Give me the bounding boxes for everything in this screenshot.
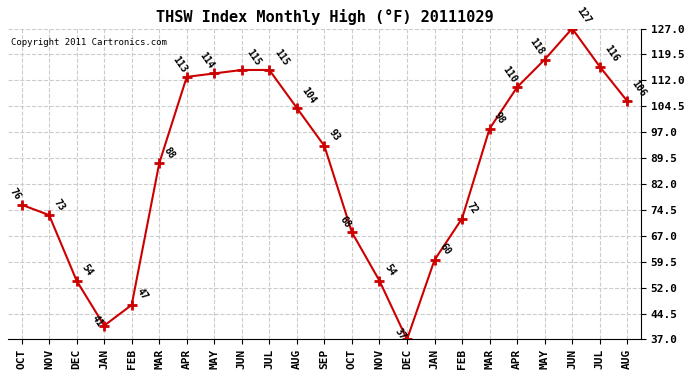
Title: THSW Index Monthly High (°F) 20111029: THSW Index Monthly High (°F) 20111029 [155,9,493,24]
Text: 76: 76 [8,187,23,202]
Text: 110: 110 [500,64,519,84]
Text: 104: 104 [299,85,318,105]
Text: 73: 73 [52,197,67,212]
Text: 114: 114 [197,51,216,70]
Text: 118: 118 [528,37,546,57]
Text: 93: 93 [327,128,342,143]
Text: 115: 115 [244,47,263,67]
Text: 68: 68 [338,214,353,230]
Text: 60: 60 [437,242,452,257]
Text: 115: 115 [272,47,290,67]
Text: 72: 72 [465,200,480,216]
Text: 106: 106 [630,78,649,98]
Text: 98: 98 [493,111,507,126]
Text: 116: 116 [602,44,621,64]
Text: 127: 127 [575,6,593,26]
Text: 41: 41 [90,313,105,328]
Text: 54: 54 [79,262,95,278]
Text: 47: 47 [135,287,150,302]
Text: 88: 88 [162,145,177,160]
Text: Copyright 2011 Cartronics.com: Copyright 2011 Cartronics.com [11,38,167,47]
Text: 113: 113 [170,54,188,74]
Text: 54: 54 [382,262,397,278]
Text: 37: 37 [393,327,408,342]
